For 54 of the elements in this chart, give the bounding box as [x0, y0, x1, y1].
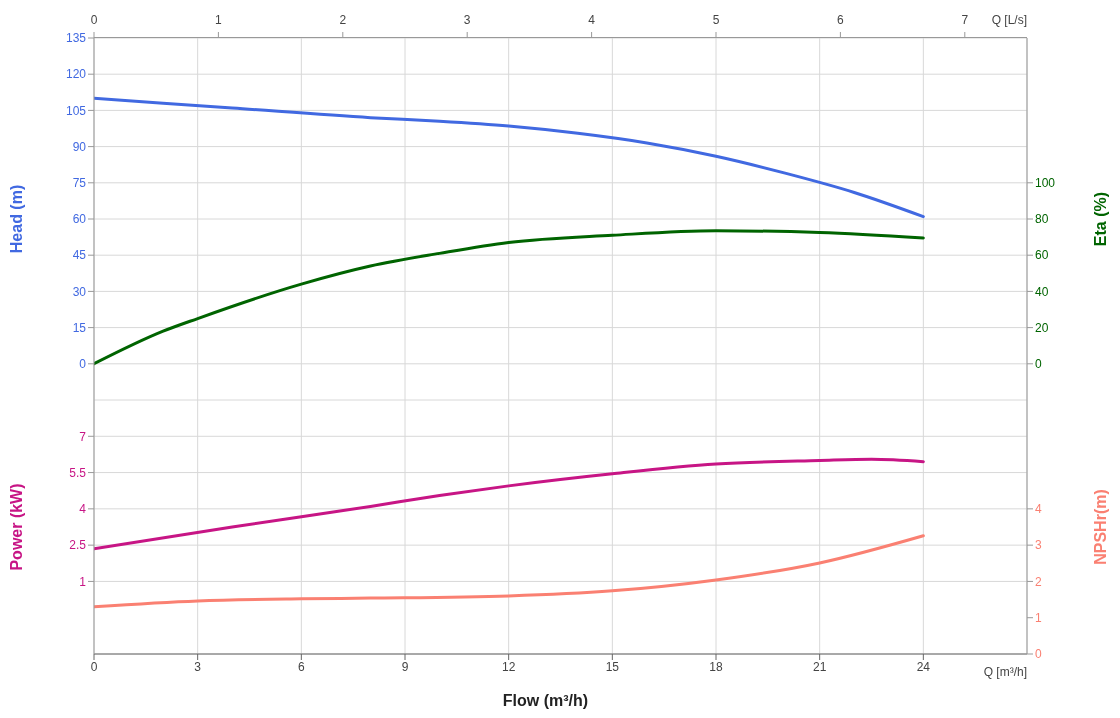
line-series	[94, 534, 925, 609]
y-tick-label: 60	[72, 212, 87, 227]
y2-tick-label: 3	[1035, 538, 1042, 553]
x-tick-label: 6	[297, 659, 305, 674]
y-tick-label: 120	[65, 67, 87, 82]
x2-tick-label: 7	[961, 13, 969, 27]
y-tick-label: 7	[79, 429, 87, 444]
y-tick-label: 15	[72, 320, 87, 335]
y-tick-label: 5.5	[69, 465, 87, 480]
x2-tick-label: 0	[90, 13, 98, 27]
y2-tick-label: 0	[1035, 357, 1042, 372]
y2-tick-label: 60	[1035, 248, 1049, 263]
line-series	[94, 457, 925, 551]
y-tick-label: 75	[72, 176, 87, 191]
line-series	[94, 229, 925, 366]
y-tick-label: 1	[79, 574, 87, 589]
x-tick-label: 15	[605, 659, 620, 674]
y2-tick-label: 4	[1035, 502, 1042, 517]
y2-tick-label: 20	[1035, 320, 1049, 335]
y2-axis-title: Eta (%)	[1092, 191, 1109, 247]
y-tick-label: 2.5	[69, 538, 87, 553]
x2-tick-label: 1	[215, 13, 223, 27]
x2-axis-title: Q [L/s]	[991, 13, 1027, 27]
y-tick-label: 0	[79, 357, 87, 372]
x-tick-label: 18	[709, 659, 723, 674]
line-series	[94, 96, 925, 219]
text: Q [m³/h]	[983, 665, 1027, 679]
x2-tick-label: 6	[837, 13, 845, 27]
y2-tick-label: 2	[1035, 574, 1042, 589]
x2-tick-label: 2	[339, 13, 347, 27]
y-axis-title: Power (kW)	[8, 483, 25, 571]
y-tick-label: 45	[72, 248, 87, 263]
y2-tick-label: 100	[1035, 176, 1056, 191]
y2-tick-label: 0	[1035, 647, 1042, 662]
y2-tick-label: 80	[1035, 212, 1049, 227]
y-axis-title: Head (m)	[8, 184, 25, 254]
x2-tick-label: 3	[463, 13, 471, 27]
y-tick-label: 30	[72, 284, 87, 299]
y2-tick-label: 1	[1035, 610, 1042, 625]
y-tick-label: 135	[65, 31, 87, 46]
y2-tick-label: 40	[1035, 284, 1049, 299]
x-axis-title: Flow (m³/h)	[502, 692, 589, 709]
y-tick-label: 90	[72, 139, 87, 154]
y-tick-label: 105	[65, 103, 87, 118]
x-tick-label: 21	[812, 659, 827, 674]
x-tick-label: 12	[501, 659, 516, 674]
x-tick-label: 9	[401, 659, 409, 674]
x-tick-label: 3	[194, 659, 202, 674]
y2-axis-title: NPSHr(m)	[1092, 489, 1109, 565]
x-tick-label: 24	[916, 659, 931, 674]
x-tick-label: 0	[90, 659, 98, 674]
x2-tick-label: 5	[712, 13, 720, 27]
y-tick-label: 4	[79, 502, 87, 517]
x2-tick-label: 4	[588, 13, 596, 27]
